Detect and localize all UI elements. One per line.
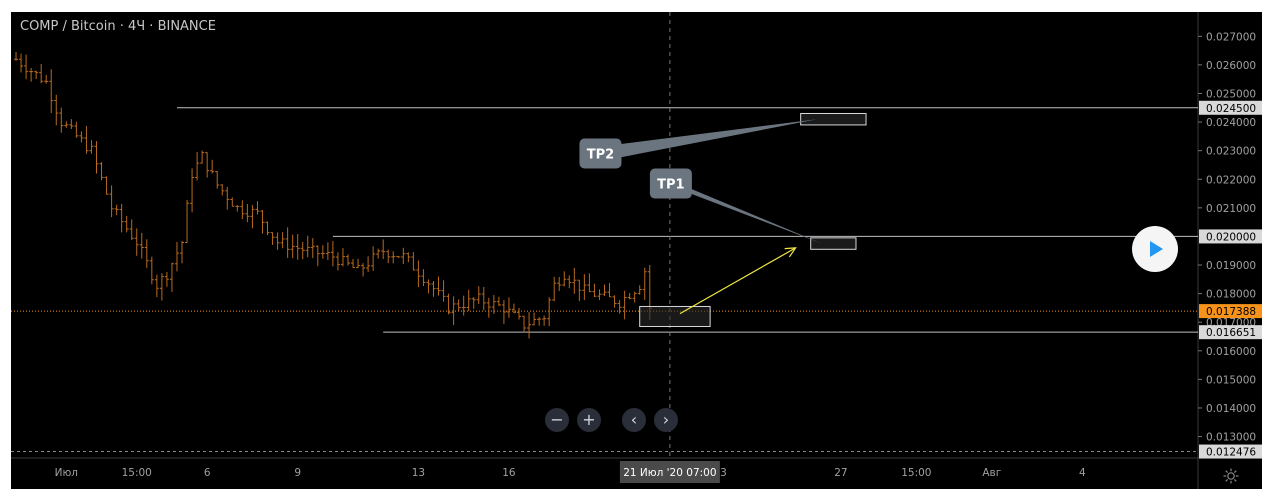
y-tick-label: 0.014000 (1206, 403, 1256, 415)
candle-series (14, 51, 652, 339)
level-price-label: 0.016651 (1206, 327, 1256, 339)
current-price-tag (1199, 304, 1262, 319)
time-axis: Июл 15:00 6 9 13 16 23 27 15:00 Авг 421 Июл '20 07… (55, 461, 1086, 483)
chart-frame[interactable]: TP2 TP1 0.027000 0.026000 0.025000 0.024000 0… (11, 12, 1262, 489)
gear-icon[interactable] (1222, 467, 1240, 485)
level-price-tag (1199, 229, 1262, 244)
crosshair-time-label: 21 Июл '20 07:00 (623, 467, 716, 479)
level-price-tag (1199, 100, 1262, 115)
entry-zone-box (639, 305, 711, 327)
grid-layer (11, 12, 1262, 489)
target-box (810, 237, 857, 250)
x-tick-label: 15:00 (901, 467, 931, 479)
zoom-in-button[interactable]: + (577, 408, 601, 432)
current-price-label: 0.017388 (1206, 306, 1256, 318)
y-tick-label: 0.018000 (1206, 289, 1256, 301)
scroll-left-button[interactable]: ‹ (622, 408, 646, 432)
crosshair-time-tag (619, 461, 720, 483)
drawing-overlay: TP2 TP1 (579, 12, 867, 458)
price-axis: 0.027000 0.026000 0.025000 0.024000 0.023000… (1198, 31, 1262, 459)
level-price-tag (1199, 444, 1262, 459)
level-price-tag (1199, 325, 1262, 340)
callout-pointer (663, 177, 823, 244)
y-tick-label: 0.026000 (1206, 60, 1256, 72)
play-button[interactable] (1132, 226, 1178, 272)
y-tick-label: 0.015000 (1206, 374, 1256, 386)
level-price-label: 0.024500 (1206, 103, 1256, 115)
x-tick-label: 15:00 (122, 467, 152, 479)
x-tick-label: 6 (204, 467, 211, 479)
callout-box (649, 168, 692, 199)
play-icon (1150, 241, 1163, 257)
target-box (800, 112, 867, 126)
projection-arrow-line (679, 247, 796, 315)
callout-box (579, 138, 622, 169)
support-resistance-levels (11, 107, 1198, 453)
y-tick-label: 0.013000 (1206, 432, 1256, 444)
zoom-out-button[interactable]: − (545, 408, 569, 432)
scroll-right-button[interactable]: › (654, 408, 678, 432)
projection-arrow-head (784, 247, 797, 258)
chart-title: COMP / Bitcoin · 4Ч · BINANCE (20, 19, 216, 34)
callout-pointer (593, 119, 818, 160)
x-tick-label: Авг (982, 467, 1001, 479)
x-tick-label: 9 (294, 467, 301, 479)
y-tick-label: 0.025000 (1206, 88, 1256, 100)
target-label: TP1 (657, 178, 684, 193)
y-tick-label: 0.021000 (1206, 203, 1256, 215)
level-price-label: 0.012476 (1206, 447, 1256, 459)
level-price-label: 0.020000 (1206, 231, 1256, 243)
y-tick-label: 0.019000 (1206, 260, 1256, 272)
y-tick-label: 0.022000 (1206, 174, 1256, 186)
x-tick-label: 16 (502, 467, 516, 479)
x-tick-label: 4 (1079, 467, 1086, 479)
target-label: TP2 (587, 148, 614, 163)
y-tick-label: 0.027000 (1206, 31, 1256, 43)
x-tick-label: Июл (55, 467, 78, 479)
y-tick-label: 0.016000 (1206, 346, 1256, 358)
x-tick-label: 13 (412, 467, 425, 479)
y-tick-label: 0.024000 (1206, 117, 1256, 129)
y-tick-label: 0.023000 (1206, 146, 1256, 158)
x-tick-label: 27 (834, 467, 847, 479)
